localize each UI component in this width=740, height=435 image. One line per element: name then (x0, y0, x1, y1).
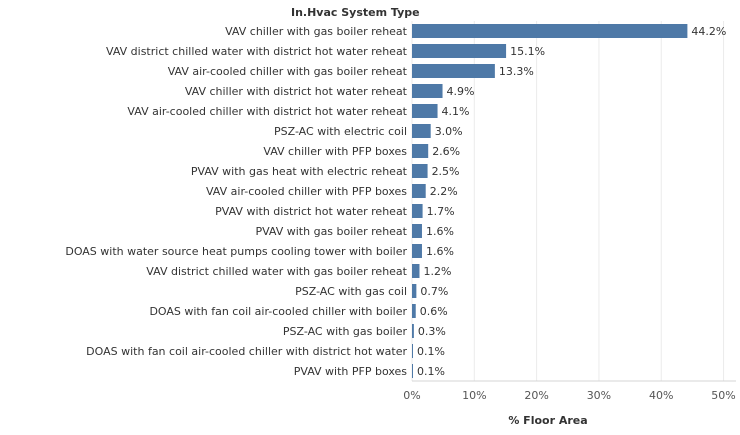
value-label: 2.6% (432, 145, 460, 158)
category-label: PVAV with gas boiler reheat (255, 225, 407, 238)
bar (412, 144, 429, 158)
value-label: 44.2% (691, 25, 726, 38)
bar (412, 164, 428, 178)
category-label: VAV district chilled water with gas boil… (146, 265, 407, 278)
bar (412, 344, 413, 358)
bar (412, 284, 417, 298)
category-label: DOAS with fan coil air-cooled chiller wi… (149, 305, 407, 318)
category-label: VAV chiller with gas boiler reheat (225, 25, 408, 38)
category-label: PSZ-AC with electric coil (274, 125, 407, 138)
bar (412, 364, 413, 378)
category-label: PSZ-AC with gas boiler (283, 325, 408, 338)
x-tick-label: 40% (649, 389, 673, 402)
bar (412, 64, 495, 78)
category-label: VAV air-cooled chiller with PFP boxes (206, 185, 407, 198)
value-label: 1.6% (426, 225, 454, 238)
labels: 0% 10% 20% 30% 40% 50% VAV chiller with gas bo… (65, 25, 735, 402)
x-tick-label: 20% (524, 389, 548, 402)
category-label: PVAV with gas heat with electric reheat (191, 165, 408, 178)
category-label: PVAV with PFP boxes (294, 365, 408, 378)
x-tick-label: 50% (711, 389, 735, 402)
value-label: 15.1% (510, 45, 545, 58)
x-tick-label: 10% (462, 389, 486, 402)
bar (412, 224, 422, 238)
value-label: 0.3% (418, 325, 446, 338)
bar (412, 304, 416, 318)
category-label: PSZ-AC with gas coil (295, 285, 407, 298)
row-header: In.Hvac System Type (291, 6, 420, 19)
category-label: DOAS with water source heat pumps coolin… (65, 245, 407, 258)
gridlines (411, 21, 736, 382)
bar (412, 324, 414, 338)
value-label: 0.1% (417, 365, 445, 378)
value-label: 4.9% (447, 85, 475, 98)
bar (412, 44, 507, 58)
category-label: PVAV with district hot water reheat (215, 205, 408, 218)
bars (412, 24, 688, 378)
value-label: 0.7% (420, 285, 448, 298)
value-label: 13.3% (499, 65, 534, 78)
bar (412, 104, 438, 118)
value-label: 0.1% (417, 345, 445, 358)
category-label: VAV chiller with PFP boxes (263, 145, 407, 158)
category-label: VAV air-cooled chiller with district hot… (127, 105, 407, 118)
x-tick-label: 30% (587, 389, 611, 402)
bar (412, 124, 431, 138)
bar (412, 84, 443, 98)
x-tick-label: 0% (403, 389, 420, 402)
x-axis-title: % Floor Area (508, 414, 587, 427)
value-label: 1.7% (427, 205, 455, 218)
value-label: 2.5% (432, 165, 460, 178)
bar (412, 264, 420, 278)
value-label: 1.6% (426, 245, 454, 258)
value-label: 1.2% (423, 265, 451, 278)
value-label: 4.1% (442, 105, 470, 118)
bar (412, 244, 422, 258)
bar (412, 24, 688, 38)
category-label: VAV chiller with district hot water rehe… (185, 85, 408, 98)
value-label: 0.6% (420, 305, 448, 318)
value-label: 3.0% (435, 125, 463, 138)
value-label: 2.2% (430, 185, 458, 198)
category-label: VAV air-cooled chiller with gas boiler r… (168, 65, 408, 78)
category-label: DOAS with fan coil air-cooled chiller wi… (86, 345, 407, 358)
bar (412, 184, 426, 198)
bar (412, 204, 423, 218)
category-label: VAV district chilled water with district… (106, 45, 408, 58)
